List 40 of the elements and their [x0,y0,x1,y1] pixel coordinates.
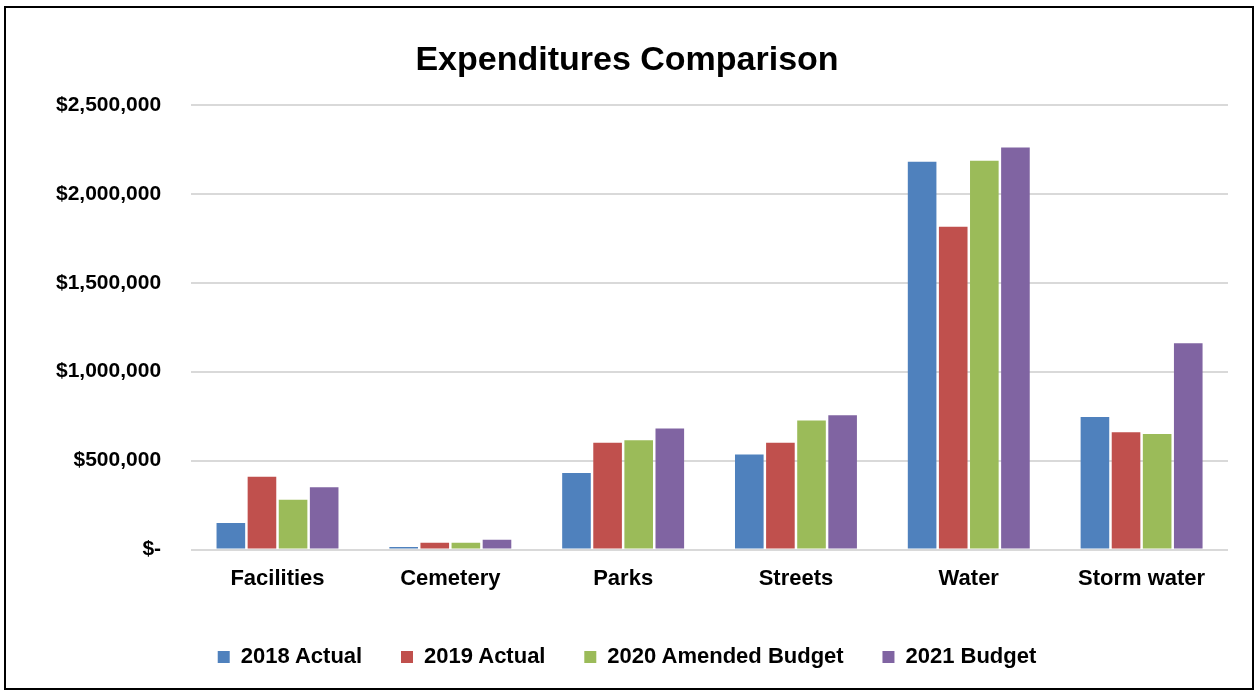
x-tick-label: Storm water [1078,564,1206,590]
bar [1111,432,1141,549]
y-tick-label: $1,000,000 [55,358,162,382]
bar [562,473,591,549]
bar [655,428,685,549]
bar [734,454,764,549]
bar [309,487,339,549]
x-tick-label: Facilities [230,564,325,590]
bar [624,440,654,549]
bar [766,442,795,549]
x-tick-label: Parks [593,564,654,590]
bar [1173,343,1203,549]
bar [593,442,622,549]
legend-label: 2020 Amended Budget [607,643,845,669]
chart-title: Expenditures Comparison [415,38,839,77]
bar [1080,417,1110,549]
bar [797,420,826,549]
bar [1001,147,1030,549]
bar [907,161,937,549]
legend-label: 2019 Actual [424,643,546,669]
y-tick-label: $500,000 [73,447,162,471]
bar [828,415,857,549]
bar [1142,433,1172,549]
legend-label: 2021 Budget [905,643,1037,669]
bar [278,499,308,549]
bar [451,542,481,549]
bar [247,476,277,549]
y-tick-label: $2,500,000 [55,91,162,115]
bar [216,522,246,549]
y-tick-label: $1,500,000 [55,269,162,293]
legend-label: 2018 Actual [240,643,363,669]
bar [420,542,450,549]
bar [970,160,999,549]
bar [482,539,512,549]
x-tick-label: Cemetery [400,564,502,590]
y-tick-label: $- [142,536,162,560]
bar [938,226,968,549]
y-tick-label: $2,000,000 [55,180,162,204]
x-tick-label: Streets [758,564,834,590]
x-tick-label: Water [938,564,1000,590]
